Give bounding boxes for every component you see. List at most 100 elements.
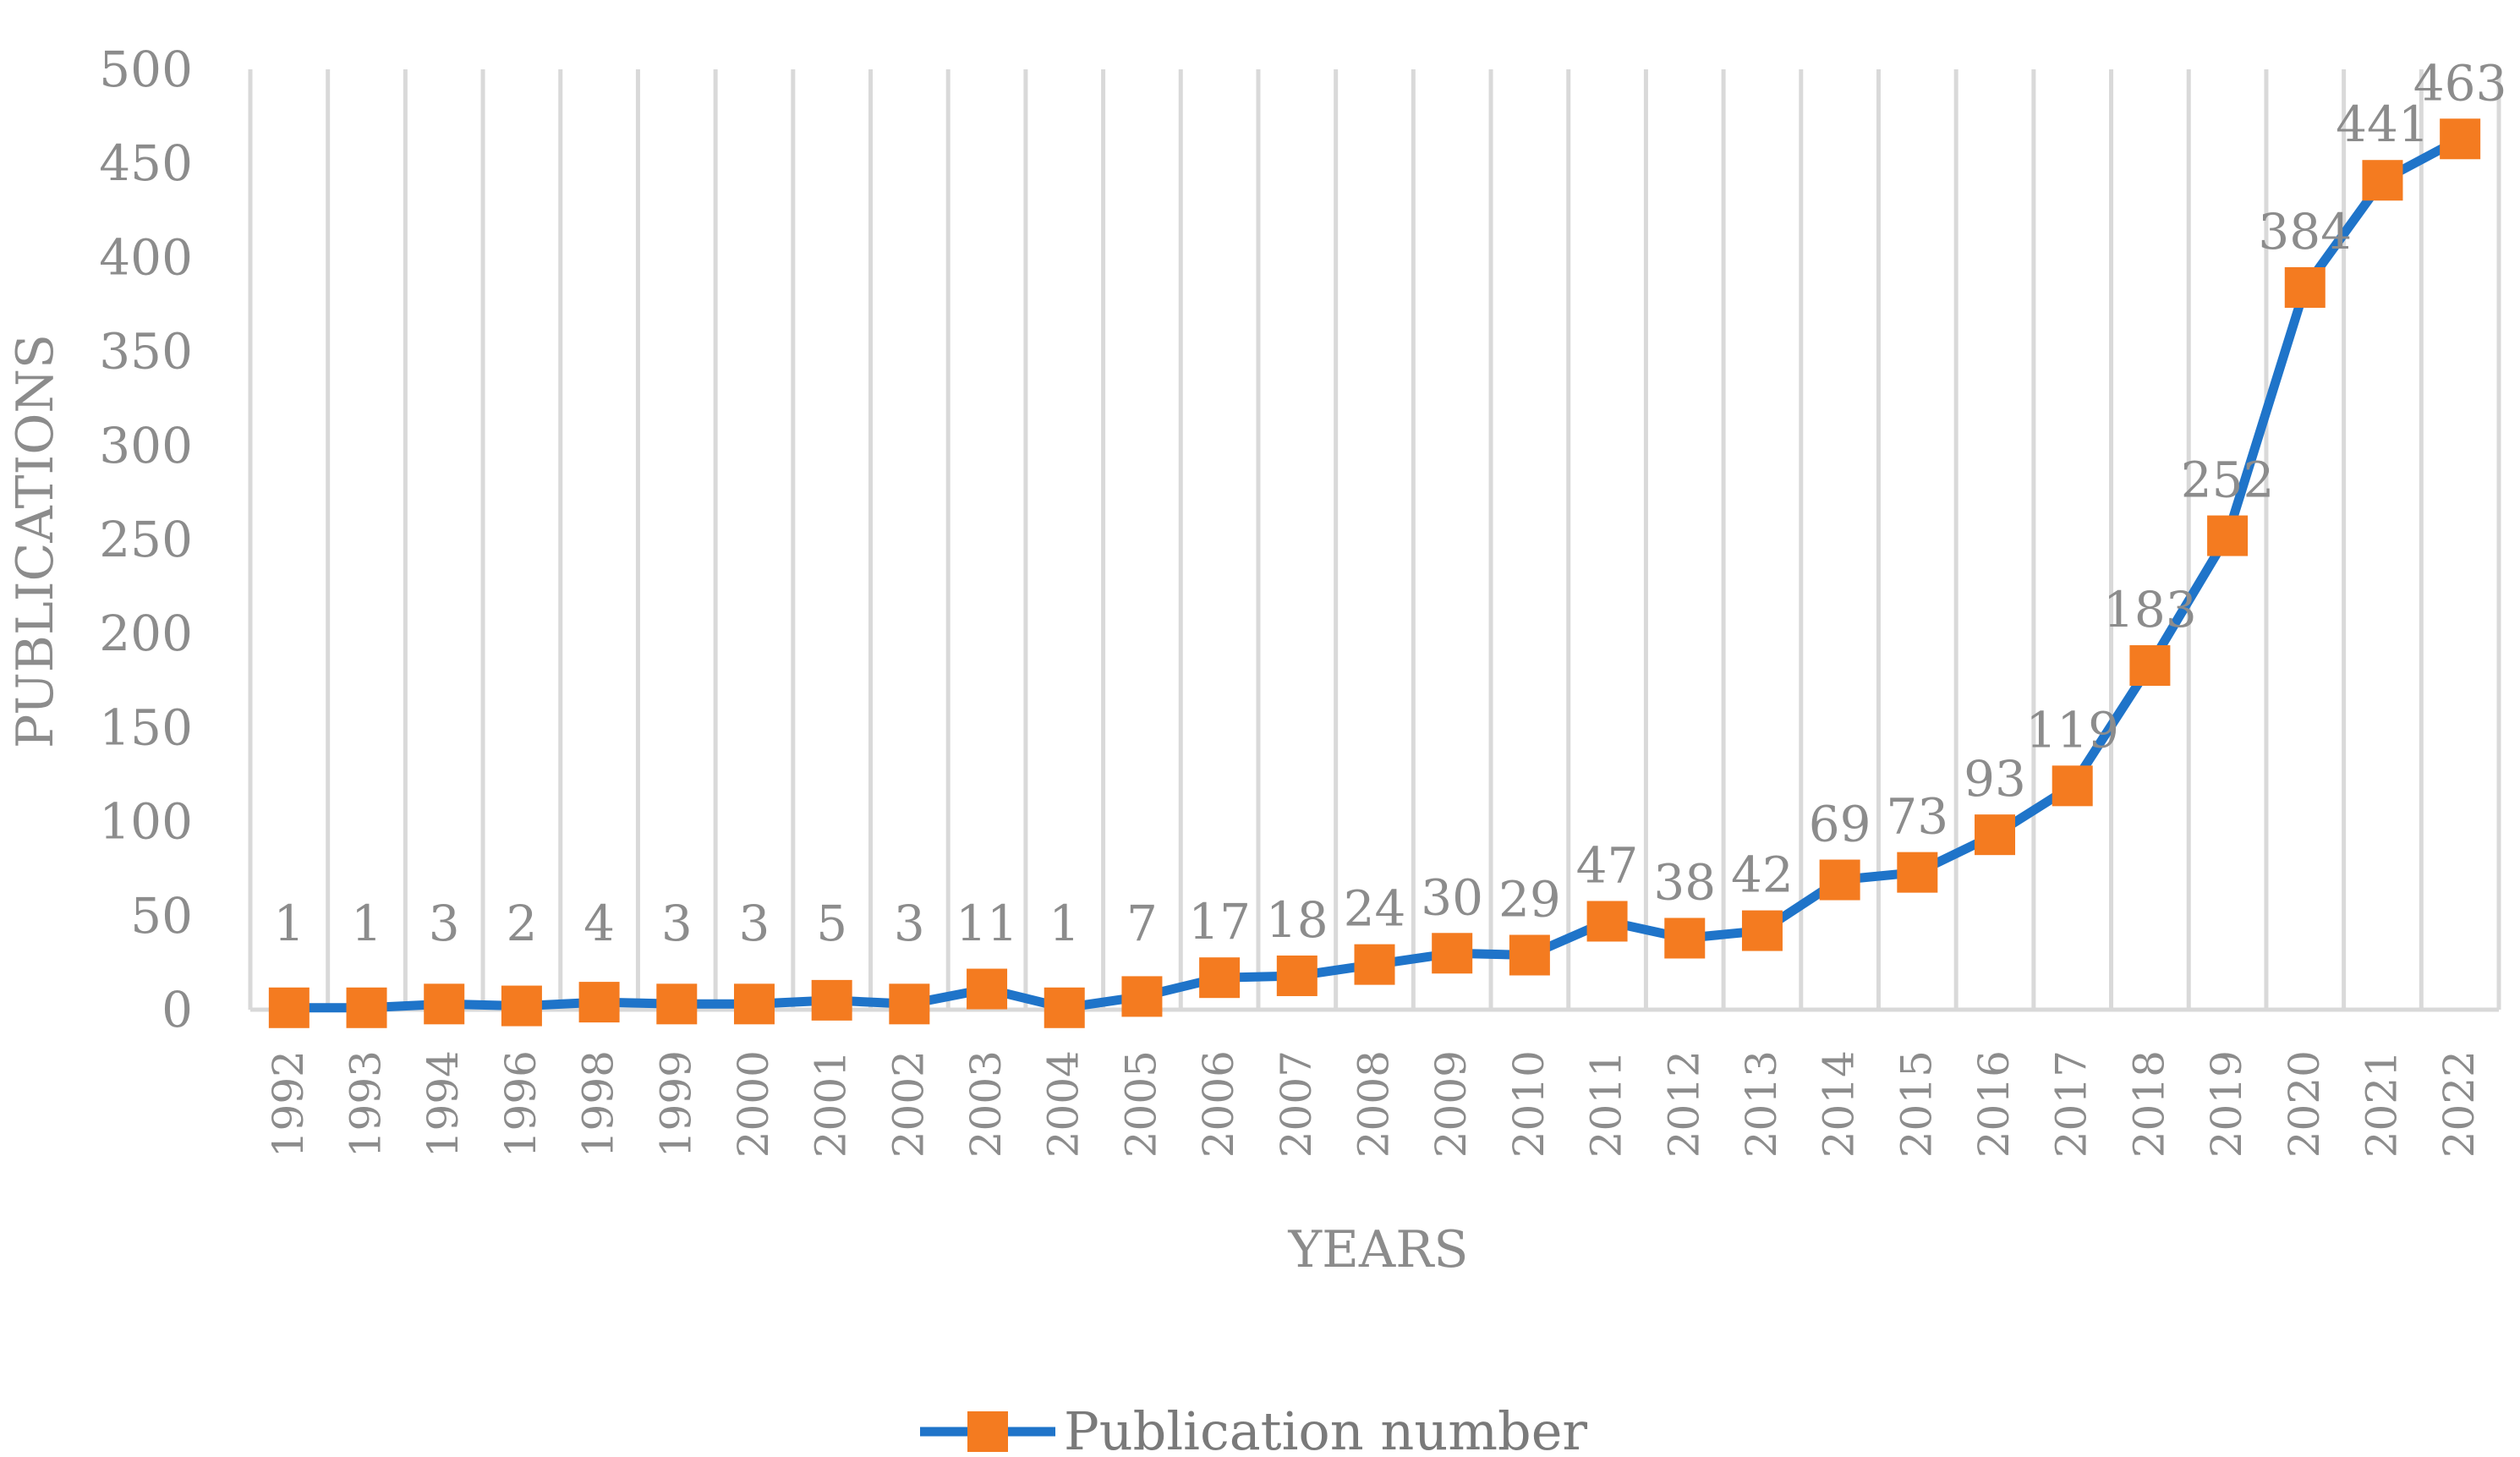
y-axis-title: PUBLICATIONS: [6, 334, 65, 748]
x-tick-label: 1993: [342, 1050, 391, 1158]
data-label: 93: [1964, 750, 2026, 808]
data-label: 1: [351, 895, 382, 952]
data-point: [2129, 645, 2171, 687]
data-label: 18: [1266, 891, 1328, 949]
data-point: [733, 983, 775, 1025]
data-label: 441: [2336, 96, 2430, 153]
data-point: [1819, 859, 1860, 901]
data-point: [1897, 852, 1938, 893]
data-point: [656, 983, 698, 1025]
data-point: [346, 987, 387, 1028]
x-tick-label: 2022: [2435, 1050, 2484, 1158]
data-label: 2: [506, 895, 537, 952]
x-tick-label: 2014: [1815, 1050, 1864, 1158]
data-label: 1: [1049, 895, 1080, 952]
data-label: 119: [2025, 701, 2119, 759]
legend-label: Publication number: [1064, 1400, 1587, 1457]
data-point: [1354, 944, 1395, 985]
data-point: [2207, 515, 2249, 556]
data-label: 42: [1731, 846, 1794, 904]
data-point: [578, 982, 620, 1023]
data-label: 47: [1576, 836, 1639, 894]
y-tick-label: 350: [99, 323, 193, 381]
data-point: [1432, 933, 1473, 974]
y-tick-label: 100: [99, 793, 193, 851]
data-label: 3: [739, 895, 770, 952]
y-tick-label: 500: [99, 41, 193, 98]
x-tick-label: 2010: [1504, 1050, 1553, 1158]
y-tick-label: 150: [99, 698, 193, 756]
data-point: [1276, 955, 1318, 996]
data-point: [1664, 917, 1706, 959]
x-tick-label: 2006: [1194, 1050, 1243, 1158]
x-tick-label: 2015: [1892, 1050, 1941, 1158]
data-label: 1: [273, 895, 304, 952]
data-label: 3: [661, 895, 693, 952]
legend-marker-swatch: [967, 1411, 1008, 1452]
data-point: [1975, 814, 2016, 856]
x-tick-label: 2012: [1659, 1050, 1708, 1158]
data-label: 30: [1421, 868, 1483, 926]
x-tick-label: 2011: [1582, 1050, 1631, 1158]
y-tick-label: 250: [99, 511, 193, 568]
x-tick-label: 2005: [1116, 1050, 1165, 1158]
data-label: 24: [1344, 880, 1406, 938]
x-tick-label: 2007: [1272, 1050, 1321, 1158]
y-tick-label: 50: [130, 887, 193, 945]
x-tick-label: 2017: [2047, 1050, 2096, 1158]
x-tick-label: 2016: [1969, 1050, 2019, 1158]
x-tick-label: 2003: [961, 1050, 1011, 1158]
data-point: [268, 987, 310, 1028]
data-label: 384: [2258, 203, 2352, 260]
data-label: 183: [2103, 581, 2197, 638]
data-point: [1741, 910, 1783, 951]
x-tick-label: 1994: [419, 1050, 468, 1158]
data-point: [1199, 957, 1241, 999]
data-label: 69: [1809, 796, 1871, 853]
gridlines: [248, 69, 2501, 1012]
data-label: 29: [1498, 871, 1561, 928]
data-label: 3: [894, 895, 925, 952]
x-tick-label: 2008: [1350, 1050, 1399, 1158]
x-tick-label: 2004: [1039, 1050, 1088, 1158]
data-label: 4: [583, 895, 615, 952]
x-tick-label: 2002: [884, 1050, 933, 1158]
series-line-group: [284, 134, 2465, 1013]
y-tick-label: 0: [162, 981, 193, 1038]
x-tick-label: 2020: [2280, 1050, 2329, 1158]
x-tick-label: 2013: [1737, 1050, 1786, 1158]
x-axis-ticks: 1992 1993 1994 1996 1998 1999 2000 2001 2002 2003…: [264, 1050, 2484, 1158]
data-label: 3: [429, 895, 460, 952]
x-tick-label: 1998: [574, 1050, 623, 1158]
data-point: [811, 979, 852, 1021]
data-point: [424, 983, 465, 1025]
data-point: [1044, 987, 1085, 1028]
legend: Publication number: [920, 1400, 1587, 1457]
x-tick-label: 2021: [2357, 1050, 2406, 1158]
data-label: 11: [956, 895, 1018, 952]
data-point: [2362, 160, 2403, 201]
y-tick-label: 450: [99, 134, 193, 192]
y-tick-label: 300: [99, 417, 193, 474]
x-tick-label: 2009: [1427, 1050, 1476, 1158]
series-line: [284, 134, 2465, 1013]
data-point: [1121, 976, 1163, 1017]
x-tick-label: 1992: [264, 1050, 313, 1158]
y-tick-label: 400: [99, 228, 193, 286]
x-tick-label: 2001: [807, 1050, 856, 1158]
data-point: [2440, 118, 2481, 160]
data-point: [889, 983, 930, 1025]
data-point: [2052, 765, 2093, 807]
data-point: [1586, 901, 1628, 942]
data-markers: [268, 118, 2481, 1028]
data-label: 17: [1188, 893, 1251, 950]
x-tick-label: 2000: [729, 1050, 778, 1158]
x-axis-title: YEARS: [1287, 1220, 1468, 1279]
data-label: 7: [1126, 895, 1158, 952]
data-point: [2284, 266, 2326, 308]
data-label: 73: [1886, 788, 1948, 846]
x-tick-label: 2018: [2124, 1050, 2173, 1158]
data-label: 252: [2181, 452, 2275, 509]
data-point: [1509, 934, 1550, 976]
